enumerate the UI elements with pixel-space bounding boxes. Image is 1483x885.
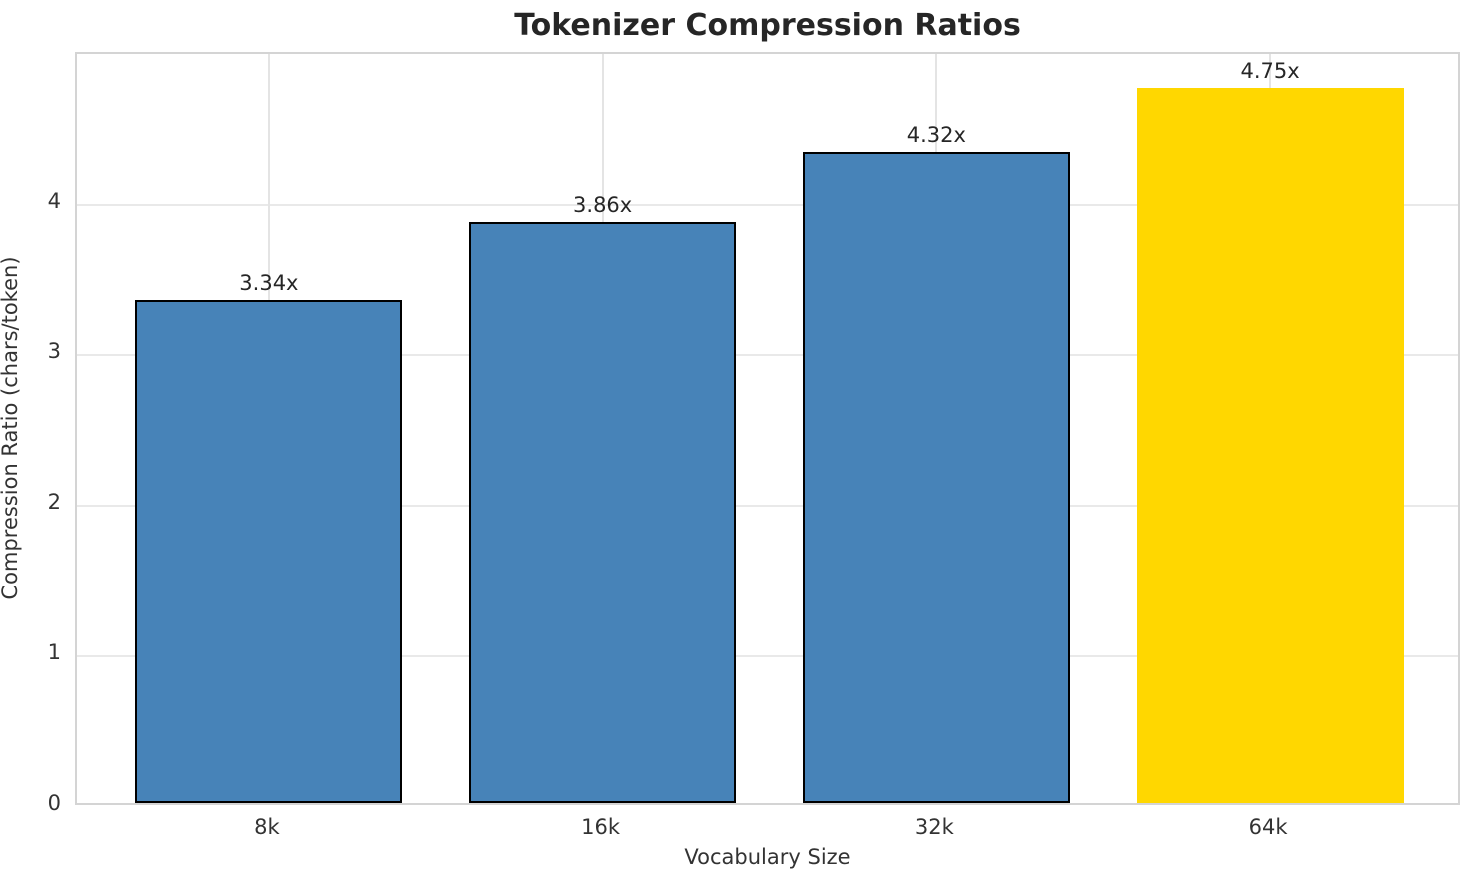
- bar-32k: [802, 152, 1070, 803]
- bar-value-label-32k: 4.32x: [906, 123, 966, 148]
- bar-64k: [1136, 87, 1404, 803]
- bar-8k: [135, 300, 403, 803]
- ytick-label-0: 0: [47, 791, 61, 815]
- ytick-label-1: 1: [47, 640, 61, 665]
- bar-value-label-64k: 4.75x: [1240, 58, 1300, 83]
- chart-title: Tokenizer Compression Ratios: [514, 8, 1021, 43]
- bar-value-label-8k: 3.34x: [239, 270, 299, 295]
- ytick-label-3: 3: [47, 339, 61, 364]
- plot-area: 3.34x 3.86x 4.32x 4.75x: [75, 52, 1460, 805]
- xtick-label-8k: 8k: [254, 815, 280, 839]
- ytick-label-4: 4: [47, 188, 61, 213]
- y-axis-label-text: Compression Ratio (chars/token): [0, 256, 22, 600]
- gridline-y-3: [77, 354, 1458, 357]
- x-axis-label: Vocabulary Size: [684, 845, 851, 869]
- ytick-label-2: 2: [47, 489, 61, 514]
- xtick-label-16k: 16k: [581, 815, 621, 839]
- xtick-label-32k: 32k: [914, 815, 954, 839]
- gridline-y-2: [77, 504, 1458, 507]
- bar-value-label-16k: 3.86x: [573, 192, 633, 217]
- gridline-y-1: [77, 655, 1458, 658]
- bar-16k: [469, 221, 737, 803]
- gridline-y-4: [77, 203, 1458, 206]
- xtick-label-64k: 64k: [1248, 815, 1288, 839]
